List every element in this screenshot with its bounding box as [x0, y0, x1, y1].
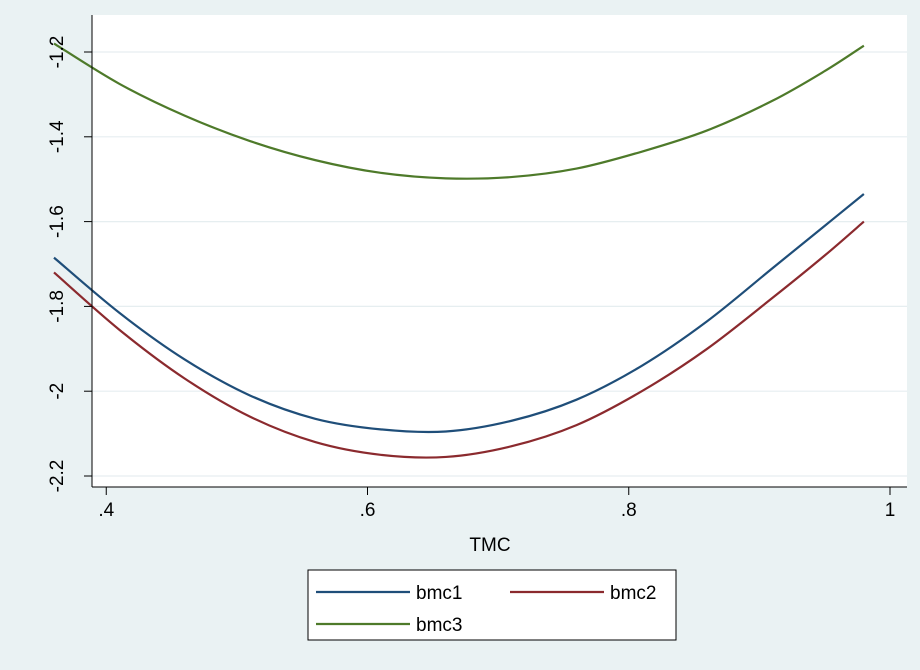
legend: bmc1 bmc2 bmc3: [307, 569, 677, 641]
y-tick-label: -2.2: [47, 460, 68, 493]
legend-box: [307, 569, 677, 641]
axes: -1.2 -1.4 -1.6 -1.8 -2 -2.2 .4 .6 .8 1: [47, 15, 907, 521]
y-tick-label: -1.8: [47, 290, 68, 323]
legend-label-bmc2: bmc2: [610, 583, 656, 604]
y-tick-label: -1.4: [47, 120, 68, 153]
series-line-bmc1: [53, 193, 865, 434]
series-lines: [53, 42, 865, 459]
x-tick-label: .6: [360, 500, 376, 521]
y-tick-label: -1.2: [47, 36, 68, 69]
plot-area: [92, 15, 907, 487]
gridlines: [92, 51, 907, 477]
x-axis-title: TMC: [469, 535, 510, 556]
series-line-bmc2: [53, 220, 865, 459]
x-tick-label: 1: [885, 500, 896, 521]
series-line-bmc3: [53, 42, 865, 180]
legend-label-bmc3: bmc3: [416, 615, 462, 636]
x-tick-label: .4: [98, 500, 114, 521]
y-tick-label: -2: [47, 383, 68, 400]
y-tick-label: -1.6: [47, 205, 68, 238]
legend-label-bmc1: bmc1: [416, 583, 462, 604]
x-tick-label: .8: [621, 500, 637, 521]
